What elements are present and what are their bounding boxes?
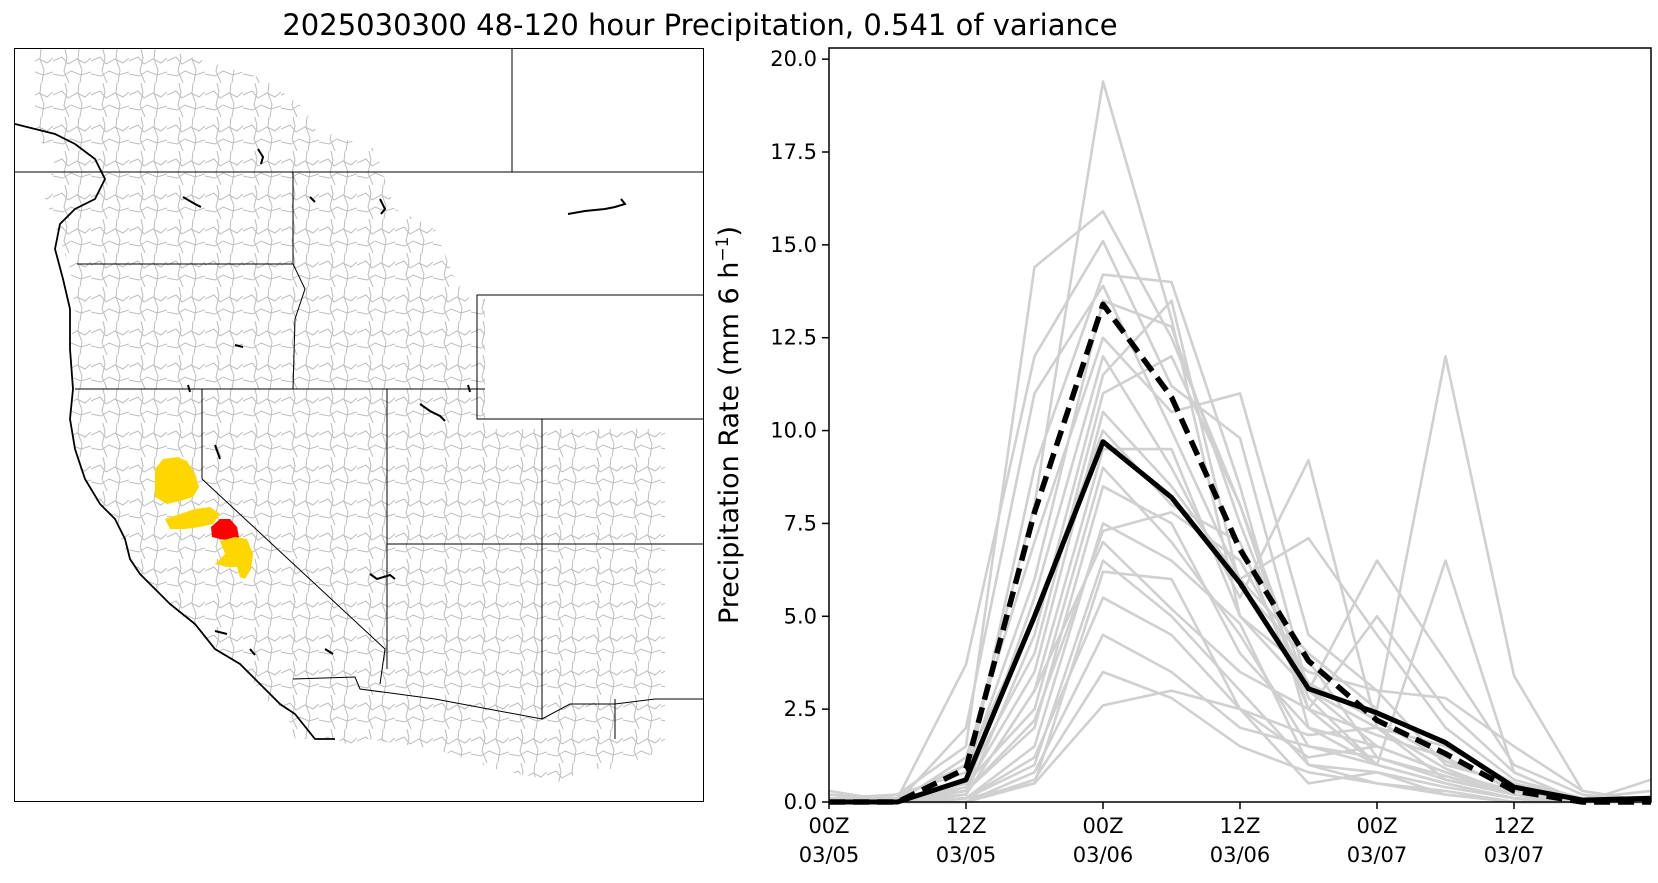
lakes	[182, 148, 627, 656]
y-axis-label: Precipitation Rate (mm 6 h−1)	[713, 226, 745, 624]
x-tick-label: 03/06	[1073, 843, 1134, 867]
y-tick-label: 10.0	[770, 419, 817, 443]
coastline	[15, 123, 335, 740]
y-tick-label: 12.5	[770, 326, 817, 350]
x-tick-label: 03/06	[1210, 843, 1271, 867]
state-borders	[15, 49, 703, 739]
y-tick-label: 15.0	[770, 233, 817, 257]
basin-map	[14, 48, 704, 802]
x-tick-label: 03/05	[936, 843, 997, 867]
y-tick-label: 7.5	[784, 511, 817, 535]
ensemble-member-line	[829, 466, 1651, 804]
land-region	[35, 49, 665, 784]
basin-highlight-red	[211, 519, 239, 541]
ensemble-member-line	[829, 522, 1651, 804]
ensemble-mean-line	[829, 439, 1652, 805]
x-tick-label: 00Z	[808, 814, 849, 838]
basin-highlight-yellow-1	[155, 457, 199, 504]
x-tick-label: 12Z	[1493, 814, 1534, 838]
x-tick-label: 00Z	[1356, 814, 1397, 838]
map-canvas	[15, 49, 703, 784]
ensemble-member-line	[829, 510, 1651, 804]
x-tick-label: 00Z	[1082, 814, 1123, 838]
y-tick-label: 0.0	[784, 790, 817, 814]
basin-highlight-yellow-2	[165, 507, 220, 529]
ensemble-member-line	[828, 336, 1651, 804]
x-tick-label: 03/07	[1347, 843, 1408, 867]
ensemble-dashed-line	[829, 301, 1651, 805]
y-tick-label: 20.0	[770, 47, 817, 71]
x-tick-label: 03/07	[1484, 843, 1545, 867]
basin-highlight-yellow-3	[215, 537, 253, 579]
y-tick-label: 17.5	[770, 140, 817, 164]
x-tick-label: 03/05	[799, 843, 860, 867]
y-tick-label: 5.0	[784, 604, 817, 628]
x-tick-label: 12Z	[1219, 814, 1260, 838]
y-tick-label: 2.5	[784, 697, 817, 721]
ensemble-member-line	[828, 273, 1652, 804]
plot-area: 0.0 2.5 5.0 7.5 10.0 12.5 15.0 17.5 20.0 00Z 03/05…	[770, 47, 1652, 867]
x-tick-label: 12Z	[945, 814, 986, 838]
figure-title: 2025030300 48-120 hour Precipitation, 0.…	[282, 8, 1118, 42]
